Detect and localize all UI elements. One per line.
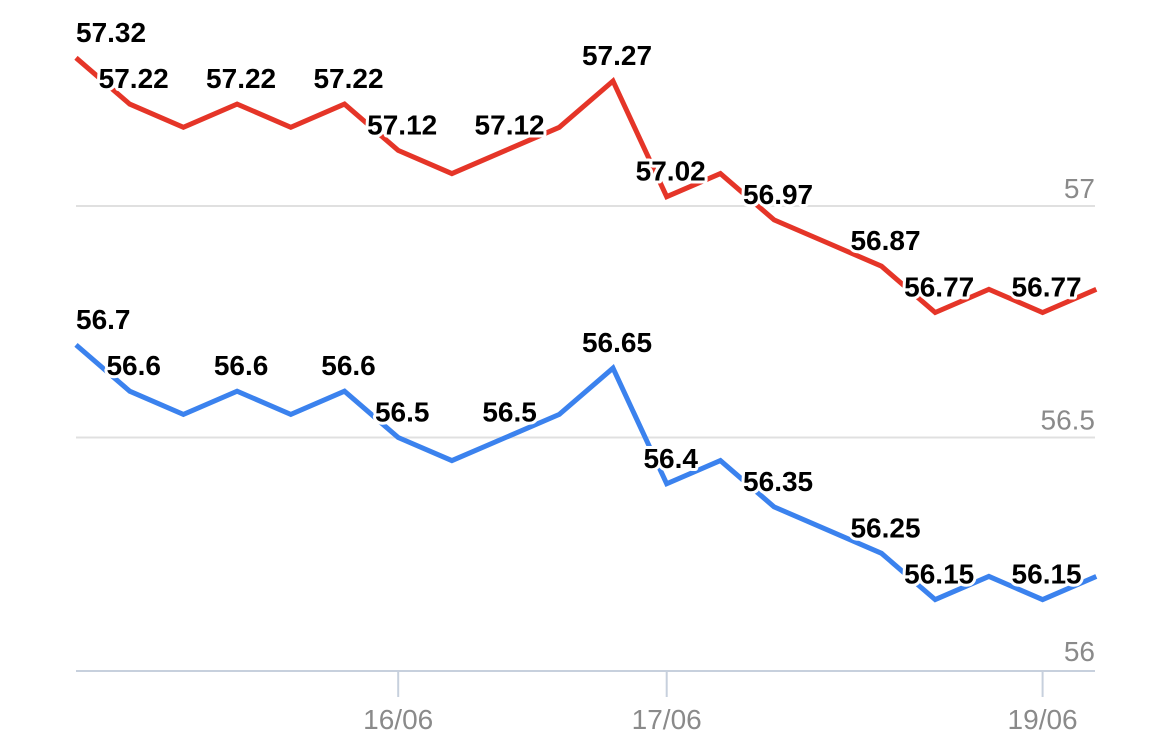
data-label: 56.5 (375, 397, 430, 428)
x-tick-label: 19/06 (1008, 704, 1078, 735)
y-tick-label: 57 (1064, 173, 1095, 204)
data-label: 56.65 (582, 327, 652, 358)
data-label: 56.15 (1012, 559, 1082, 590)
x-tick-label: 17/06 (632, 704, 702, 735)
data-label: 56.25 (850, 512, 920, 543)
gridlines: 56 56.5 57 (76, 173, 1095, 667)
data-label: 57.32 (76, 17, 146, 48)
series-line-1 (74, 55, 1098, 316)
data-label: 57.12 (367, 109, 437, 140)
data-label: 56.6 (321, 350, 376, 381)
data-label: 56.7 (76, 304, 131, 335)
data-label: 56.97 (743, 179, 813, 210)
x-tick-label: 16/06 (363, 704, 433, 735)
series-group (74, 55, 1098, 603)
data-label: 56.35 (743, 466, 813, 497)
data-label: 56.87 (850, 225, 920, 256)
x-axis: 16/06 17/06 19/06 (76, 670, 1095, 735)
data-label: 56.6 (106, 350, 161, 381)
data-label: 57.22 (313, 63, 383, 94)
y-tick-label: 56.5 (1041, 405, 1096, 436)
data-label: 57.22 (99, 63, 169, 94)
series-line-2 (74, 343, 1098, 603)
data-label: 57.02 (636, 156, 706, 187)
data-label: 56.77 (904, 271, 974, 302)
data-labels: 57.32 57.22 57.22 57.22 57.12 57.12 57.27 57.02… (73, 14, 1085, 593)
data-label: 57.27 (582, 40, 652, 71)
data-label: 56.77 (1012, 271, 1082, 302)
data-label: 56.5 (482, 397, 537, 428)
data-label: 57.22 (206, 63, 276, 94)
data-label: 56.4 (643, 443, 698, 474)
data-label: 56.6 (214, 350, 269, 381)
y-tick-label: 56 (1064, 636, 1095, 667)
data-label: 57.12 (475, 109, 545, 140)
data-label: 56.15 (904, 559, 974, 590)
